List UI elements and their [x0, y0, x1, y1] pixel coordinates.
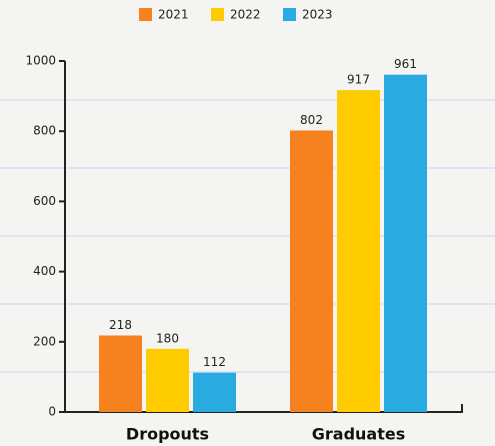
- y-tick-label: 0: [48, 405, 56, 419]
- x-tick-label: Dropouts: [126, 425, 209, 444]
- legend-swatch: [139, 8, 152, 21]
- data-label: 961: [394, 57, 417, 71]
- data-label: 180: [156, 331, 179, 345]
- legend-swatch: [283, 8, 296, 21]
- data-label: 802: [300, 113, 323, 127]
- y-tick-label: 200: [33, 334, 56, 348]
- bar: [337, 90, 380, 413]
- data-label: 917: [347, 73, 370, 87]
- y-tick-label: 600: [33, 194, 56, 208]
- data-label: 218: [109, 318, 132, 332]
- bar: [193, 372, 236, 412]
- legend-swatch: [211, 8, 224, 21]
- data-label: 112: [203, 355, 226, 369]
- legend-label: 2023: [302, 8, 333, 22]
- bar: [384, 74, 427, 413]
- y-tick-label: 1000: [25, 54, 56, 68]
- y-tick-label: 400: [33, 264, 56, 278]
- x-tick-label: Graduates: [312, 425, 405, 444]
- bar: [146, 348, 189, 412]
- legend-label: 2021: [158, 8, 189, 22]
- legend-label: 2022: [230, 8, 261, 22]
- y-tick-label: 800: [33, 124, 56, 138]
- bar: [290, 130, 333, 413]
- bar: [99, 335, 142, 412]
